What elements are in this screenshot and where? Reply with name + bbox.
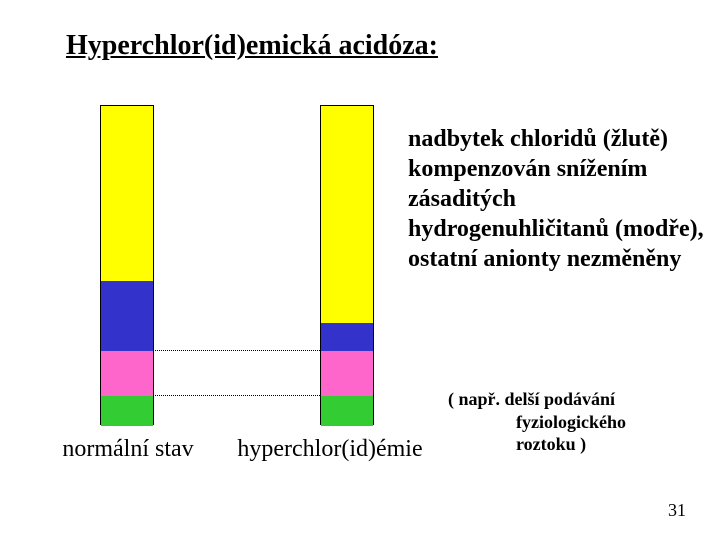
example-note: ( např. delší podávání fyziologického ro… [448, 388, 626, 456]
bar-hyper-seg-2 [321, 323, 373, 351]
description-text: nadbytek chloridů (žlutě) kompenzován sn… [408, 124, 708, 274]
bar-normal [100, 105, 154, 425]
bar-normal-seg-3 [101, 351, 153, 396]
bar-hyper-seg-3 [321, 351, 373, 396]
bar-hyper-seg-4 [321, 396, 373, 426]
bar-label-hyper: hyperchlor(id)émie [200, 436, 460, 463]
note-line-1: ( např. delší podávání [448, 388, 626, 411]
bar-normal-seg-2 [101, 281, 153, 351]
bar-normal-seg-1 [101, 106, 153, 281]
note-line-3: roztoku ) [448, 433, 626, 456]
bar-hyper-seg-1 [321, 106, 373, 323]
bar-normal-seg-4 [101, 396, 153, 426]
bar-hyper [320, 105, 374, 425]
page-title: Hyperchlor(id)emická acidóza: [66, 30, 438, 62]
page-number: 31 [668, 500, 686, 521]
note-line-2: fyziologického [448, 411, 626, 434]
